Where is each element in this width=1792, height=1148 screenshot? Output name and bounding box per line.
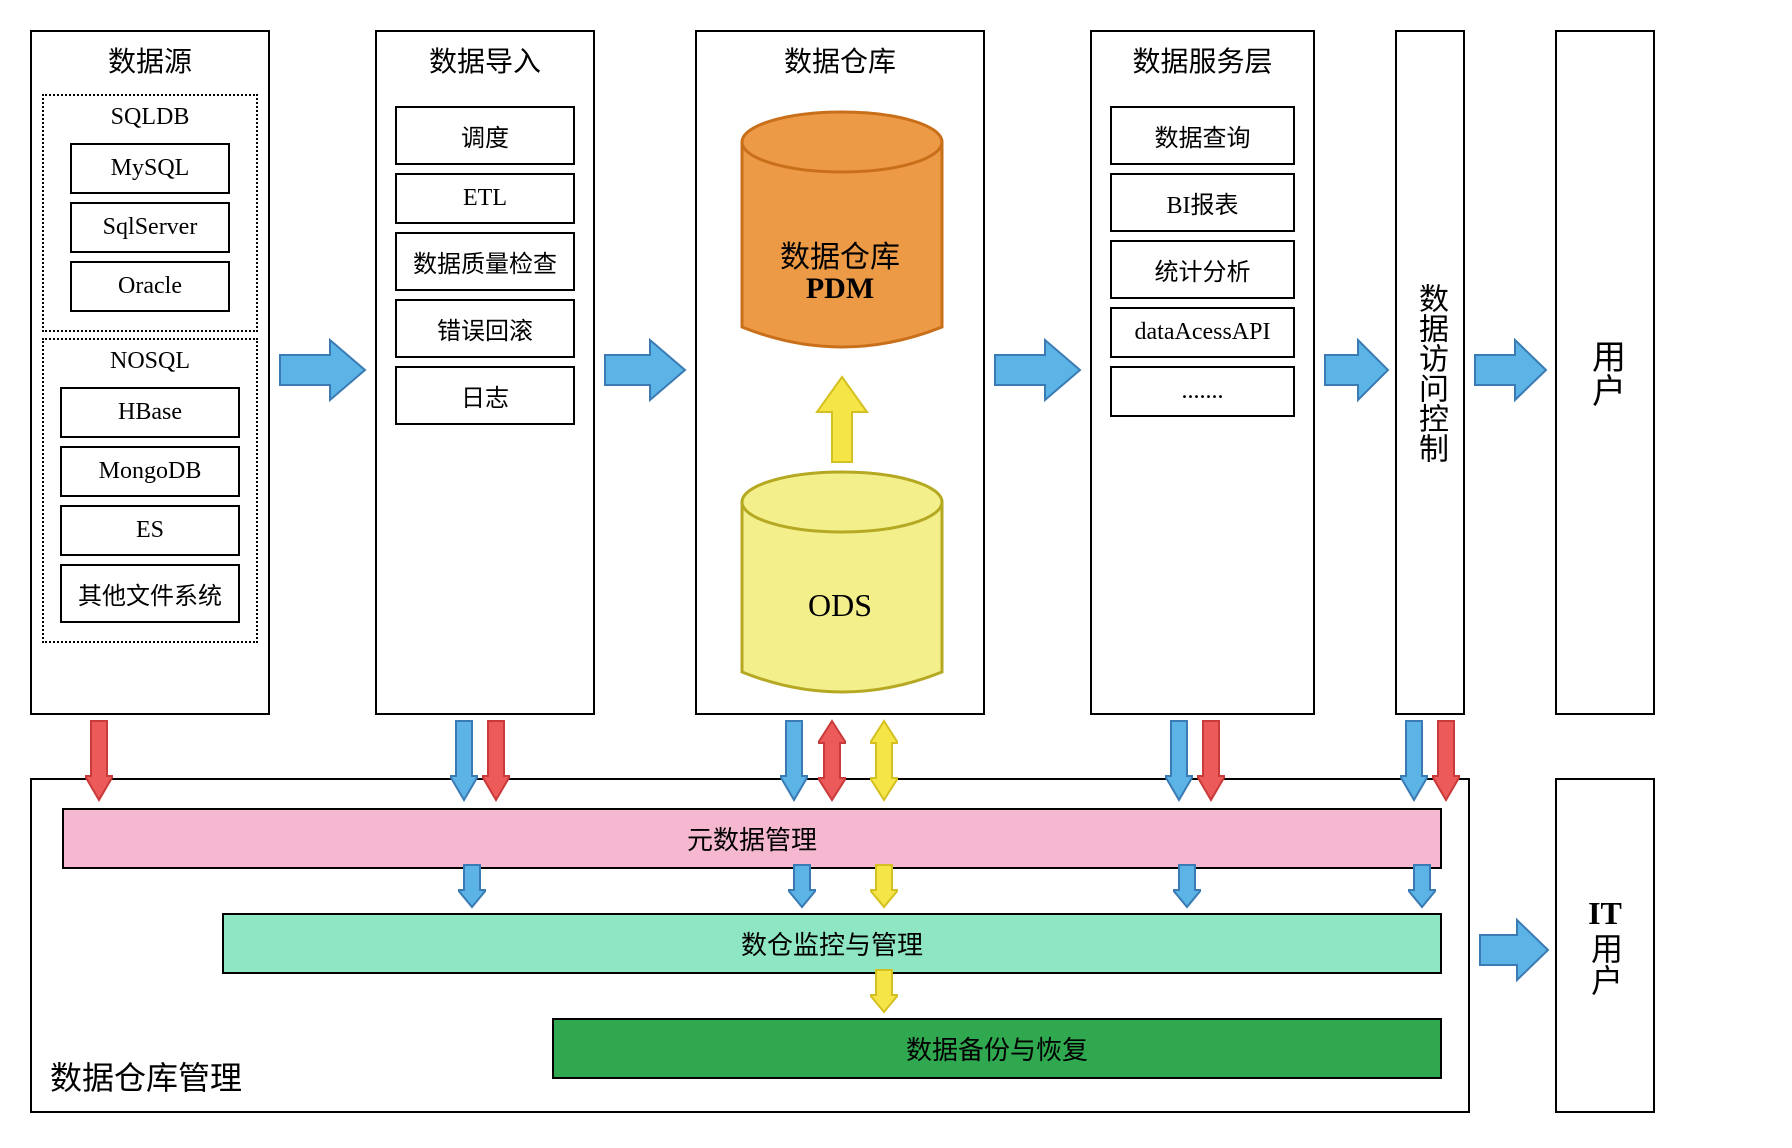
service-panel: 数据服务层 数据查询 BI报表 统计分析 dataAcessAPI ......… xyxy=(1090,30,1315,715)
arrow-meta-mon-3-icon xyxy=(1173,862,1201,910)
import-item: 错误回滚 xyxy=(395,299,575,358)
db-item: SqlServer xyxy=(70,202,230,253)
user-title: 用户 xyxy=(1557,32,1653,713)
metadata-bar: 元数据管理 xyxy=(62,808,1442,869)
service-title: 数据服务层 xyxy=(1092,32,1313,88)
arrow-meta-mon-4-icon xyxy=(1408,862,1436,910)
service-item: ....... xyxy=(1110,366,1295,417)
arrow-meta-mon-y-icon xyxy=(870,862,898,910)
import-item: 日志 xyxy=(395,366,575,425)
warehouse-panel: 数据仓库 数据仓库 PDM ODS xyxy=(695,30,985,715)
import-title: 数据导入 xyxy=(377,32,593,88)
arrow-wh-double-red-icon xyxy=(818,718,846,803)
nosql-title: NOSQL xyxy=(52,344,248,379)
sqldb-group: SQLDB MySQL SqlServer Oracle xyxy=(42,94,258,332)
service-item: 数据查询 xyxy=(1110,106,1295,165)
monitor-bar: 数仓监控与管理 xyxy=(222,913,1442,974)
service-item: dataAcessAPI xyxy=(1110,307,1295,358)
arrow-mon-backup-icon xyxy=(870,967,898,1015)
arrow-import-down-red-icon xyxy=(482,718,510,803)
db-item: 其他文件系统 xyxy=(60,564,240,623)
pdm-label2: PDM xyxy=(697,272,983,306)
arrow-meta-mon-1-icon xyxy=(458,862,486,910)
import-panel: 数据导入 调度 ETL 数据质量检查 错误回滚 日志 xyxy=(375,30,595,715)
db-item: HBase xyxy=(60,387,240,438)
arrow-wh-double-yellow-icon xyxy=(870,718,898,803)
pdm-label1: 数据仓库 xyxy=(697,232,983,276)
service-item: BI报表 xyxy=(1110,173,1295,232)
arrow-mgmt-ituser-icon xyxy=(1475,910,1553,990)
ituser-panel: IT 用户 xyxy=(1555,778,1655,1113)
access-title: 数据访问控制 xyxy=(1397,32,1463,713)
arrow-h-1-icon xyxy=(275,330,370,410)
arrow-svc-down-red-icon xyxy=(1197,718,1225,803)
arrow-svc-down-blue-icon xyxy=(1165,718,1193,803)
arrow-src-down-red-icon xyxy=(85,718,113,803)
source-title: 数据源 xyxy=(32,32,268,88)
arrow-acc-down-blue-icon xyxy=(1400,718,1428,803)
access-panel: 数据访问控制 xyxy=(1395,30,1465,715)
backup-bar: 数据备份与恢复 xyxy=(552,1018,1442,1079)
ituser-line1: IT xyxy=(1588,895,1622,932)
arrow-meta-mon-2-icon xyxy=(788,862,816,910)
sqldb-title: SQLDB xyxy=(52,100,248,135)
ods-to-pdm-arrow-icon xyxy=(812,372,872,467)
arrow-import-down-blue-icon xyxy=(450,718,478,803)
arrow-acc-down-red-icon xyxy=(1432,718,1460,803)
arrow-wh-down-blue-icon xyxy=(780,718,808,803)
import-item: 调度 xyxy=(395,106,575,165)
import-item: ETL xyxy=(395,173,575,224)
nosql-group: NOSQL HBase MongoDB ES 其他文件系统 xyxy=(42,338,258,643)
db-item: Oracle xyxy=(70,261,230,312)
db-item: MongoDB xyxy=(60,446,240,497)
arrow-h-2-icon xyxy=(600,330,690,410)
management-panel: 元数据管理 数仓监控与管理 数据备份与恢复 数据仓库管理 xyxy=(30,778,1470,1113)
management-title: 数据仓库管理 xyxy=(50,1053,242,1099)
import-item: 数据质量检查 xyxy=(395,232,575,291)
ituser-rest: 用户 xyxy=(1582,932,1628,996)
user-panel: 用户 xyxy=(1555,30,1655,715)
source-panel: 数据源 SQLDB MySQL SqlServer Oracle NOSQL H… xyxy=(30,30,270,715)
arrow-h-5-icon xyxy=(1470,330,1550,410)
db-item: MySQL xyxy=(70,143,230,194)
arrow-h-3-icon xyxy=(990,330,1085,410)
warehouse-title: 数据仓库 xyxy=(697,32,983,88)
db-item: ES xyxy=(60,505,240,556)
service-item: 统计分析 xyxy=(1110,240,1295,299)
ods-label: ODS xyxy=(697,587,983,624)
arrow-h-4-icon xyxy=(1320,330,1392,410)
